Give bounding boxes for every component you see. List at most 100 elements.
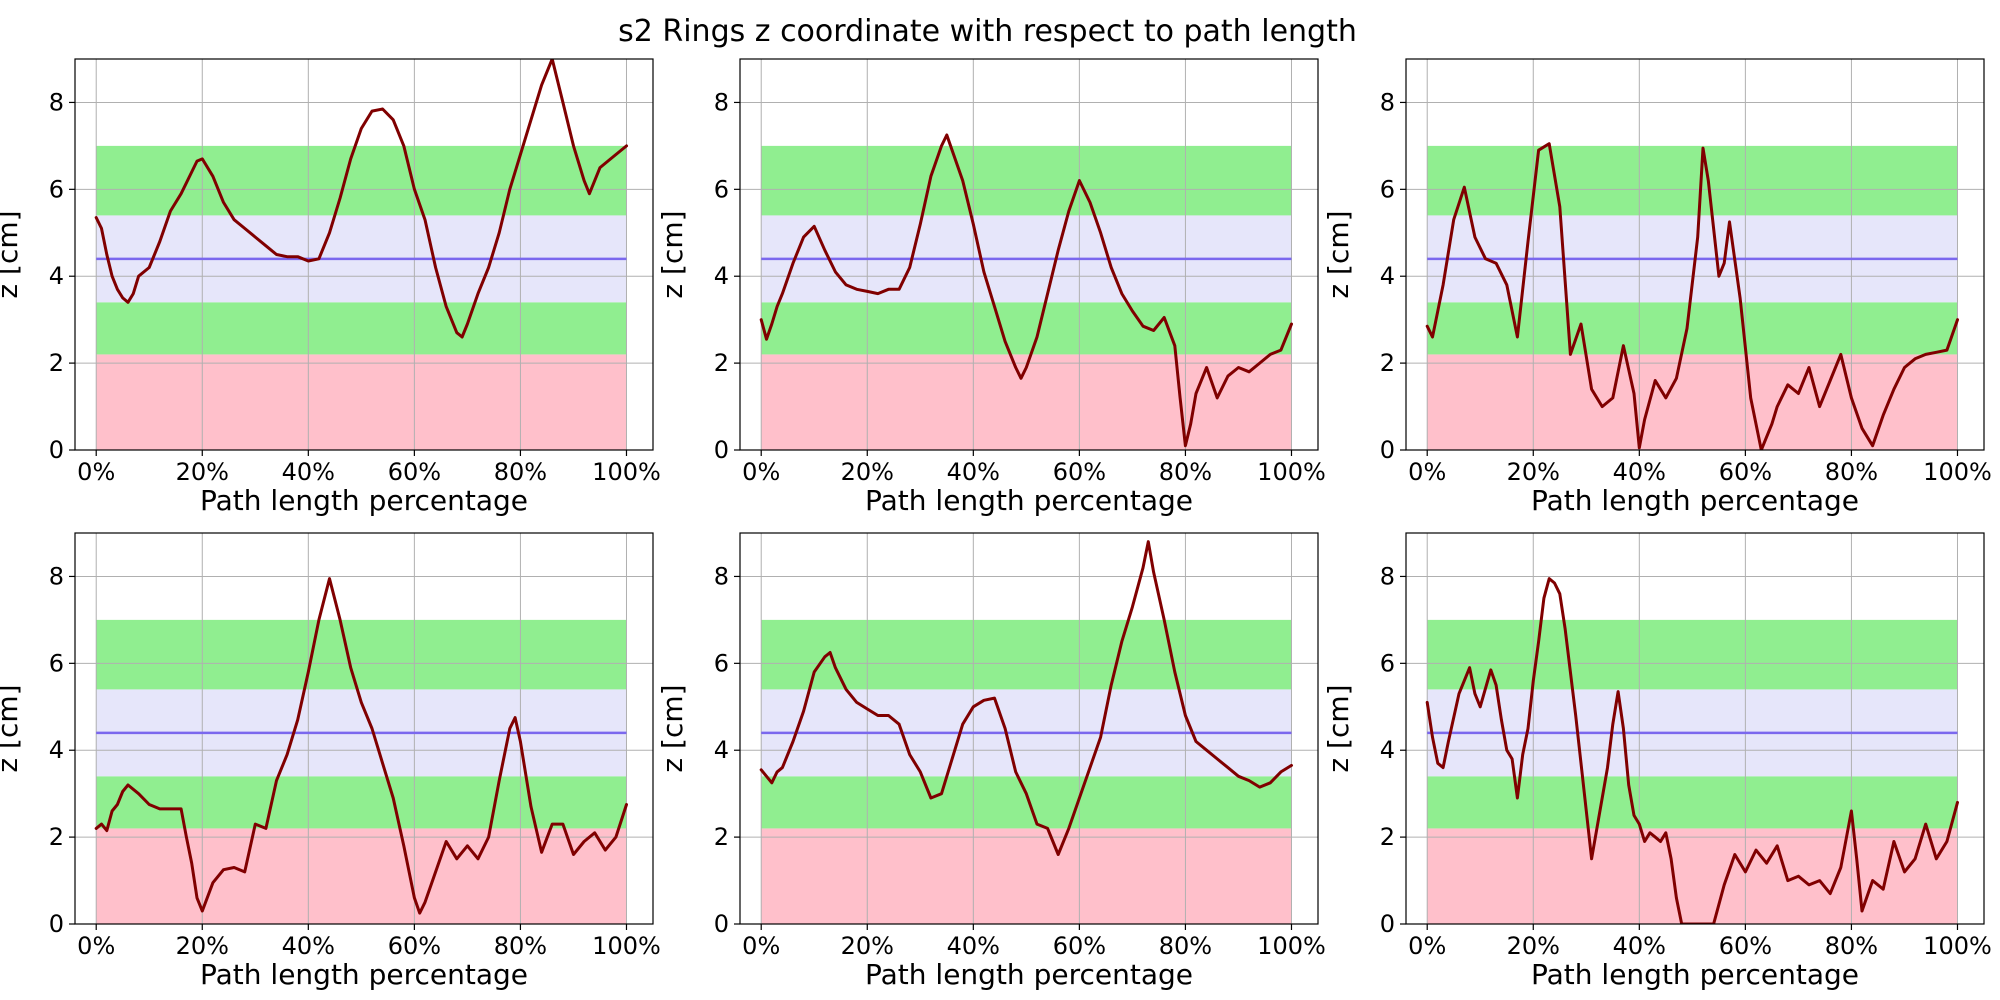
y-tick-label: 6 — [1380, 649, 1395, 677]
subplot-2: 0% 20% 40% 60% 80% 100% 0 2 4 6 8 Path length perce… — [656, 58, 1326, 517]
y-tick-label: 4 — [49, 262, 64, 290]
y-axis-label: z [cm] — [1322, 210, 1355, 298]
x-axis-label: Path length percentage — [200, 484, 528, 517]
axes-frame — [1405, 532, 1985, 925]
x-tick-label: 80% — [1159, 458, 1212, 486]
series-line-1 — [94, 59, 628, 339]
y-axis-label: z [cm] — [1322, 684, 1355, 772]
y-tick-label: 2 — [714, 823, 729, 851]
y-tick-label: 8 — [1380, 88, 1395, 116]
y-axis-label: z [cm] — [656, 210, 689, 298]
x-tick-label: 20% — [841, 932, 894, 960]
x-tick-label: 80% — [494, 932, 547, 960]
x-tick-label: 60% — [1053, 932, 1106, 960]
x-tick-label: 100% — [592, 458, 661, 486]
x-tick-label: 100% — [1923, 458, 1992, 486]
x-tick-label: 60% — [388, 458, 441, 486]
axes-frame — [74, 532, 654, 925]
plot-area — [1406, 59, 1984, 450]
series-line-1 — [759, 540, 1293, 856]
x-tick-label: 60% — [388, 932, 441, 960]
plot-area — [740, 59, 1318, 450]
band-green-1 — [1427, 776, 1958, 829]
series-line-1 — [94, 577, 628, 915]
axes-frame — [739, 532, 1319, 925]
band-pink-0 — [761, 828, 1292, 924]
x-axis-label: Path length percentage — [200, 958, 528, 991]
band-green-3 — [1427, 619, 1958, 690]
y-tick-label: 8 — [714, 88, 729, 116]
x-axis-label: Path length percentage — [1531, 958, 1859, 991]
x-tick-label: 60% — [1719, 932, 1772, 960]
x-tick-label: 100% — [592, 932, 661, 960]
x-tick-label: 0% — [742, 932, 780, 960]
band-green-3 — [96, 619, 627, 690]
y-tick-label: 4 — [1380, 736, 1395, 764]
x-axis-label: Path length percentage — [1531, 484, 1859, 517]
x-tick-label: 80% — [1825, 932, 1878, 960]
x-tick-label: 40% — [947, 932, 1000, 960]
y-tick-label: 0 — [1380, 910, 1395, 938]
x-tick-label: 0% — [1408, 458, 1446, 486]
x-tick-label: 0% — [77, 458, 115, 486]
subplot-5: 0% 20% 40% 60% 80% 100% 0 2 4 6 8 Path length perce… — [656, 532, 1326, 991]
y-tick-label: 0 — [49, 910, 64, 938]
y-tick-label: 0 — [714, 436, 729, 464]
plot-area — [1406, 533, 1984, 924]
y-tick-label: 2 — [1380, 349, 1395, 377]
band-green-1 — [761, 776, 1292, 829]
y-tick-label: 4 — [714, 736, 729, 764]
x-tick-label: 0% — [1408, 932, 1446, 960]
x-tick-label: 60% — [1053, 458, 1106, 486]
series-line-1 — [759, 133, 1293, 448]
x-tick-label: 80% — [1825, 458, 1878, 486]
y-tick-label: 2 — [1380, 823, 1395, 851]
y-tick-label: 4 — [49, 736, 64, 764]
band-green-3 — [1427, 145, 1958, 216]
x-axis-label: Path length percentage — [865, 484, 1193, 517]
y-tick-label: 8 — [49, 88, 64, 116]
y-tick-label: 2 — [49, 349, 64, 377]
x-tick-label: 100% — [1257, 932, 1326, 960]
y-axis-label: z [cm] — [0, 210, 24, 298]
band-green-1 — [761, 302, 1292, 355]
series-line-1 — [1425, 142, 1959, 450]
y-tick-label: 4 — [1380, 262, 1395, 290]
y-tick-label: 2 — [714, 349, 729, 377]
band-green-3 — [96, 145, 627, 216]
plot-area — [75, 533, 653, 924]
y-tick-label: 0 — [1380, 436, 1395, 464]
y-axis-label: z [cm] — [656, 684, 689, 772]
band-green-1 — [1427, 302, 1958, 355]
band-green-3 — [761, 145, 1292, 216]
y-tick-label: 6 — [714, 649, 729, 677]
x-tick-label: 100% — [1257, 458, 1326, 486]
x-tick-label: 40% — [1613, 458, 1666, 486]
series-line-1 — [1425, 577, 1959, 924]
axes-frame — [74, 58, 654, 451]
x-tick-label: 20% — [1507, 932, 1560, 960]
subplot-6: 0% 20% 40% 60% 80% 100% 0 2 4 6 8 Path length perce… — [1322, 532, 1992, 991]
y-axis-label: z [cm] — [0, 684, 24, 772]
band-green-3 — [761, 619, 1292, 690]
subplot-3: 0% 20% 40% 60% 80% 100% 0 2 4 6 8 Path length perce… — [1322, 58, 1992, 517]
band-pink-0 — [96, 828, 627, 924]
axes-frame — [739, 58, 1319, 451]
y-tick-label: 0 — [49, 436, 64, 464]
y-tick-label: 6 — [1380, 175, 1395, 203]
band-pink-0 — [1427, 354, 1958, 450]
x-axis-label: Path length percentage — [865, 958, 1193, 991]
y-tick-label: 6 — [49, 175, 64, 203]
subplot-4: 0% 20% 40% 60% 80% 100% 0 2 4 6 8 Path length perce… — [0, 532, 661, 991]
x-tick-label: 40% — [282, 458, 335, 486]
x-tick-label: 20% — [176, 932, 229, 960]
plot-area — [75, 59, 653, 450]
y-tick-label: 2 — [49, 823, 64, 851]
x-tick-label: 20% — [841, 458, 894, 486]
x-tick-label: 80% — [494, 458, 547, 486]
band-pink-0 — [1427, 828, 1958, 924]
y-tick-label: 0 — [714, 910, 729, 938]
y-tick-label: 6 — [714, 175, 729, 203]
